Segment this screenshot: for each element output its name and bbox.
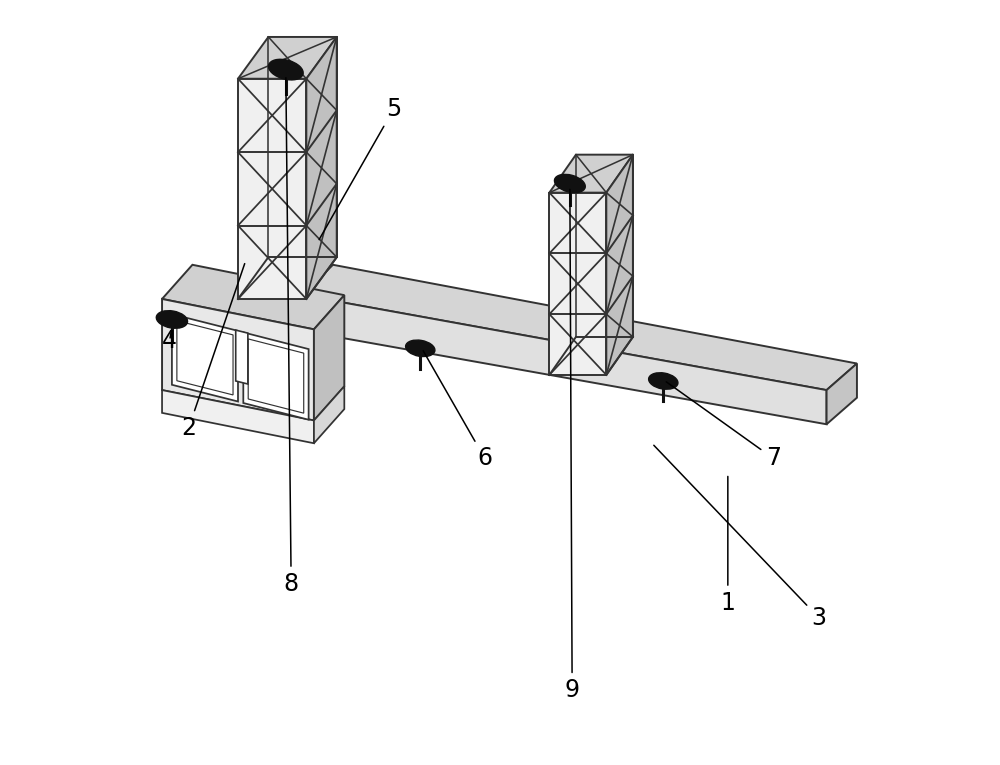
Ellipse shape [156,311,188,328]
Text: 2: 2 [181,264,245,440]
Polygon shape [606,155,633,375]
Polygon shape [243,332,309,420]
Text: 4: 4 [162,329,177,353]
Polygon shape [314,386,344,443]
Polygon shape [303,265,857,390]
Polygon shape [314,295,344,421]
Polygon shape [162,299,314,421]
Polygon shape [238,37,337,79]
Polygon shape [236,330,248,384]
Text: 6: 6 [423,350,492,470]
Polygon shape [306,37,337,299]
Ellipse shape [554,174,585,193]
Polygon shape [172,314,238,402]
Text: 5: 5 [319,97,401,239]
Text: 3: 3 [654,445,826,630]
Polygon shape [549,155,633,193]
Ellipse shape [406,340,435,356]
Text: 9: 9 [565,190,580,702]
Text: 7: 7 [666,382,781,470]
Text: 1: 1 [720,477,735,615]
Ellipse shape [649,373,678,389]
Polygon shape [827,363,857,425]
Ellipse shape [268,59,303,80]
Polygon shape [238,79,306,299]
Polygon shape [162,265,344,330]
Polygon shape [549,193,606,375]
Polygon shape [162,390,314,443]
Polygon shape [303,295,827,425]
Text: 8: 8 [284,78,299,596]
